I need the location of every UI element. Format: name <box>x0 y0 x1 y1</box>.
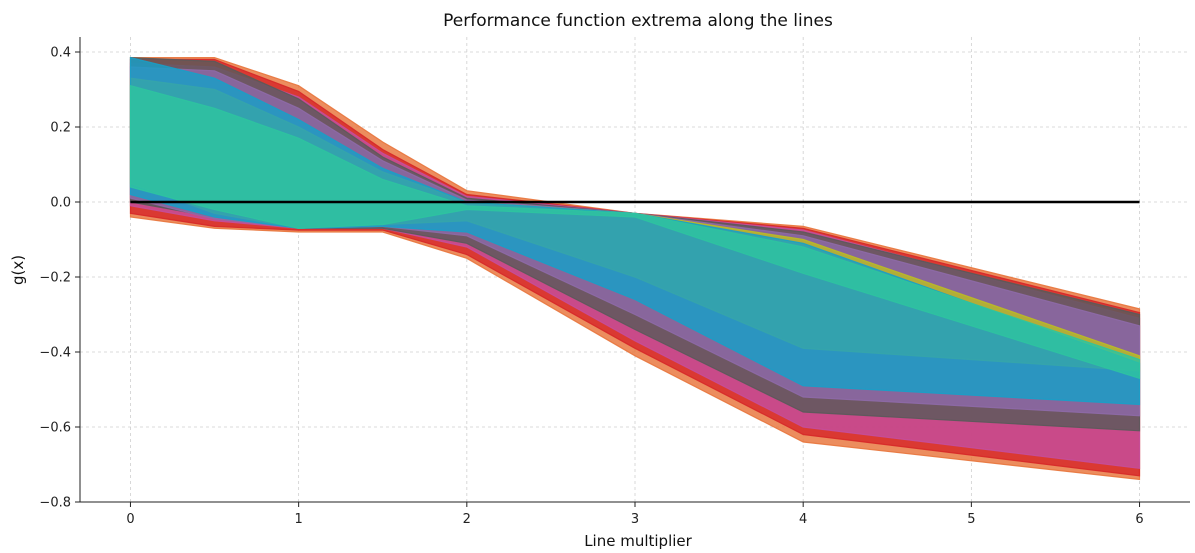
x-tick-label: 2 <box>463 512 471 527</box>
x-axis-label: Line multiplier <box>584 532 692 550</box>
x-tick-label: 0 <box>126 512 134 527</box>
y-tick-label: −0.4 <box>39 346 71 361</box>
y-tick-label: 0.2 <box>50 121 71 136</box>
x-tick-label: 3 <box>631 512 639 527</box>
y-tick-label: 0.4 <box>50 46 71 61</box>
y-axis-label: g(x) <box>9 255 27 285</box>
chart-title: Performance function extrema along the l… <box>443 11 833 31</box>
x-tick-label: 1 <box>294 512 302 527</box>
ticks-layer: 0 1 2 3 4 5 6 0.4 0.2 0.0 −0.2 −0.4 −0.6 −0.8 <box>39 46 1143 528</box>
x-tick-label: 4 <box>799 512 807 527</box>
x-tick-label: 5 <box>967 512 975 527</box>
y-tick-label: −0.6 <box>39 421 71 436</box>
area-band-6 <box>129 56 1141 406</box>
y-tick-label: −0.2 <box>39 271 71 286</box>
x-tick-label: 6 <box>1135 512 1143 527</box>
y-tick-label: −0.8 <box>39 496 71 511</box>
y-tick-label: 0.0 <box>50 196 71 211</box>
area-band-7 <box>129 84 1141 380</box>
area-layer <box>129 56 1141 481</box>
